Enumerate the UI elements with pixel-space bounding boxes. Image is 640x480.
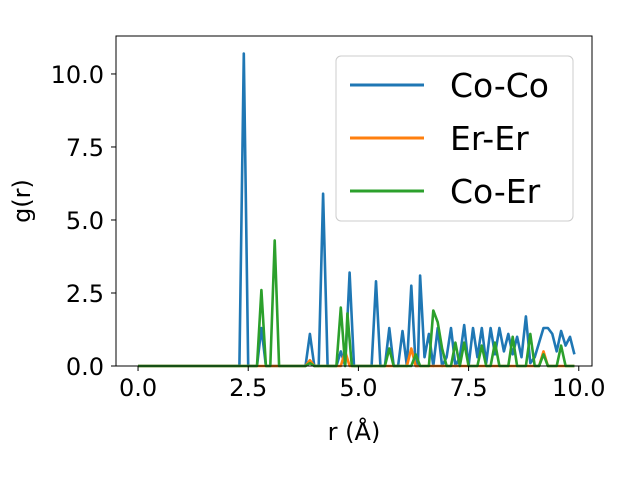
x-tick-label: 7.5 xyxy=(450,374,488,402)
x-tick-label: 2.5 xyxy=(229,374,267,402)
y-tick-label: 5.0 xyxy=(66,207,104,235)
y-tick-label: 0.0 xyxy=(66,353,104,381)
y-tick-label: 10.0 xyxy=(51,61,104,89)
series-line-co-er xyxy=(138,239,575,368)
x-axis-label: r (Å) xyxy=(328,417,381,446)
legend-box xyxy=(335,55,574,222)
legend: Co-Co Er-Er Co-Er xyxy=(335,55,574,222)
ticks-layer: 0.0 2.5 5.0 7.5 10.0 0.0 2.5 5.0 7.5 10.0 xyxy=(51,61,606,402)
x-tick-label: 5.0 xyxy=(339,374,377,402)
legend-label-co-co: Co-Co xyxy=(450,66,549,105)
legend-label-co-er: Co-Er xyxy=(450,172,541,211)
x-tick-label: 10.0 xyxy=(552,374,605,402)
legend-label-er-er: Er-Er xyxy=(450,119,529,158)
y-tick-label: 7.5 xyxy=(66,134,104,162)
plot-frame xyxy=(115,35,593,367)
y-tick-label: 2.5 xyxy=(66,280,104,308)
y-axis-label: g(r) xyxy=(8,179,36,223)
x-tick-label: 0.0 xyxy=(119,374,157,402)
